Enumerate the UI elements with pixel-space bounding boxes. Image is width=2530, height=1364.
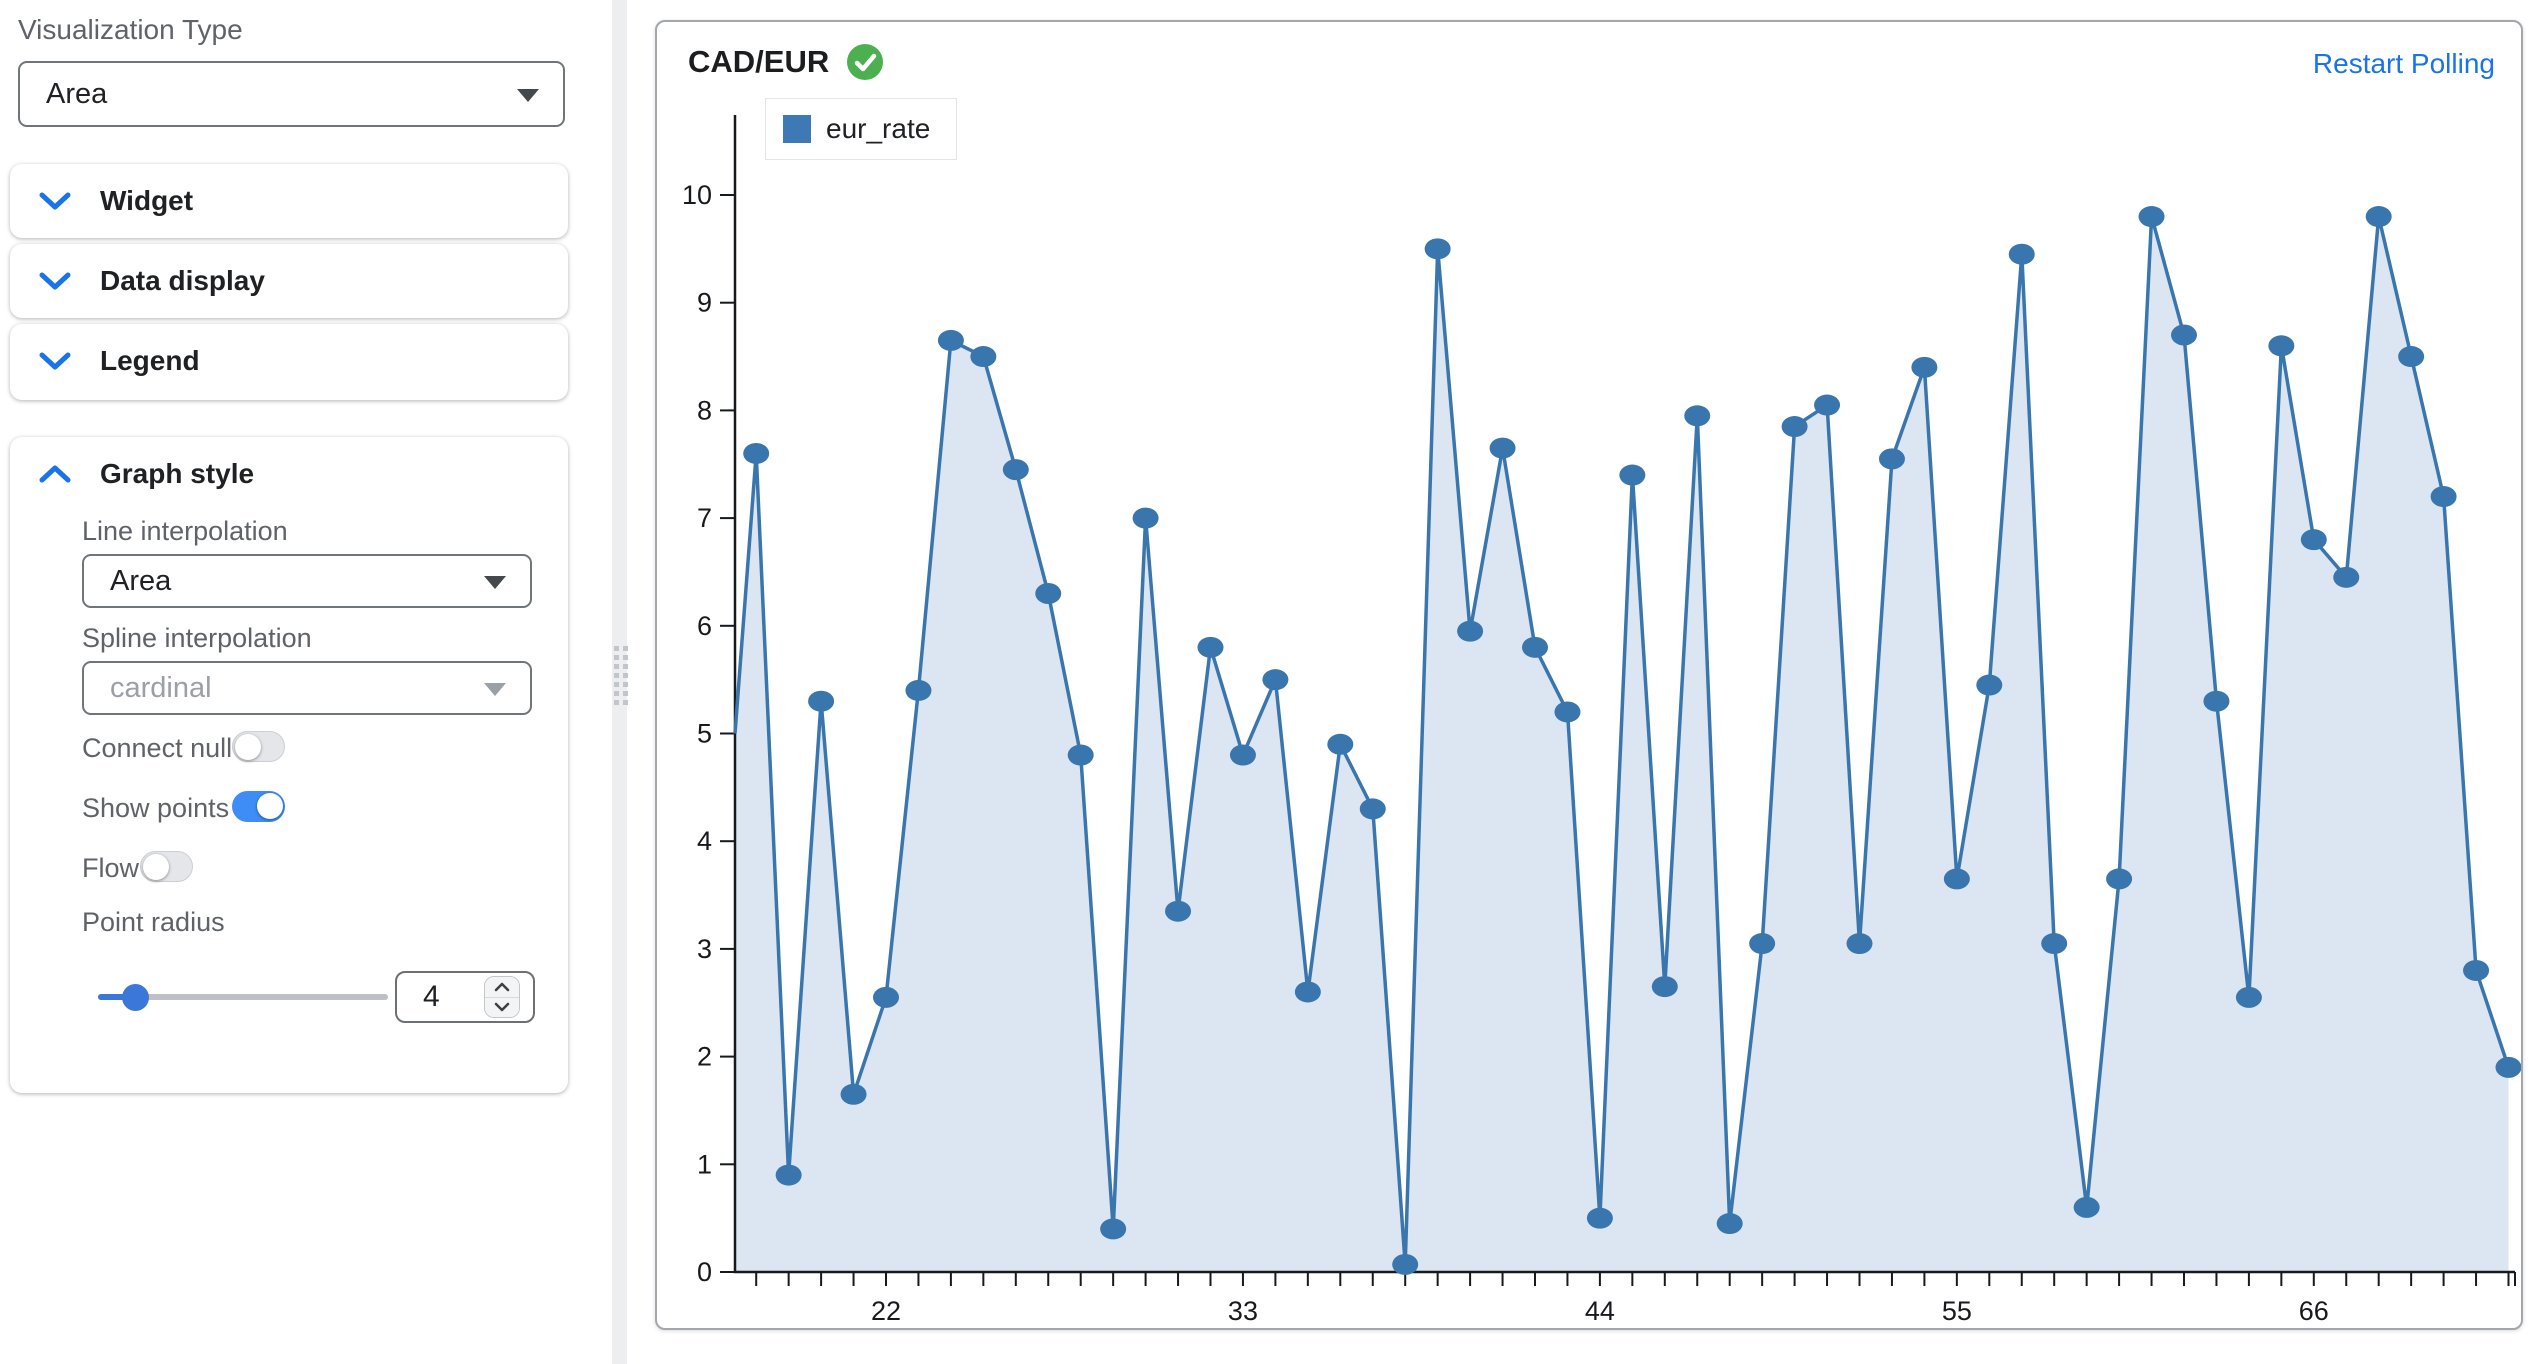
toggle-knob: [257, 793, 283, 819]
svg-text:0: 0: [697, 1257, 712, 1287]
config-sidebar: Visualization Type Area Widget Data disp…: [0, 0, 612, 1364]
section-header-data-display[interactable]: Data display: [10, 244, 568, 318]
chevron-up-icon: [38, 463, 72, 485]
chart-card: CAD/EUR Restart Polling eur_rate 22 33 44 5…: [655, 20, 2523, 1330]
svg-text:3: 3: [697, 934, 712, 964]
connect-null-label: Connect null: [82, 733, 233, 763]
section-label: Graph style: [100, 458, 255, 489]
show-points-label: Show points: [82, 793, 230, 823]
svg-text:2: 2: [697, 1042, 712, 1072]
svg-text:44: 44: [1585, 1296, 1615, 1326]
chevron-up-icon: [494, 982, 510, 991]
spline-interpolation-select[interactable]: cardinal: [82, 661, 532, 715]
toggle-knob: [143, 853, 169, 880]
chart-legend: eur_rate: [765, 98, 958, 160]
svg-text:8: 8: [697, 395, 712, 425]
flow-toggle[interactable]: [140, 851, 193, 882]
section-label: Data display: [100, 265, 265, 296]
svg-text:66: 66: [2299, 1296, 2329, 1326]
point-radius-slider-track[interactable]: [98, 994, 388, 1000]
chevron-down-icon: [38, 350, 72, 372]
show-points-toggle[interactable]: [232, 791, 285, 822]
section-card-legend: Legend: [10, 324, 568, 400]
chart-title: CAD/EUR: [688, 44, 830, 79]
section-header-legend[interactable]: Legend: [10, 324, 568, 398]
chevron-down-icon: [494, 1003, 510, 1012]
area-chart[interactable]: 22 33 44 55 66 0 1 2 3 4 5 6 7 8 9 10: [657, 22, 2521, 1328]
point-radius-slider-fill: [98, 994, 135, 1000]
svg-text:7: 7: [697, 503, 712, 533]
svg-text:55: 55: [1942, 1296, 1972, 1326]
spline-interpolation-placeholder: cardinal: [110, 671, 212, 704]
drag-handle-icon: [614, 646, 628, 705]
section-label: Legend: [100, 345, 200, 376]
panel-resizer[interactable]: [612, 0, 628, 1364]
chevron-down-icon: [517, 89, 539, 102]
svg-text:22: 22: [871, 1296, 901, 1326]
visualization-type-value: Area: [46, 77, 108, 110]
svg-text:33: 33: [1228, 1296, 1258, 1326]
svg-text:1: 1: [697, 1149, 712, 1179]
legend-series-label: eur_rate: [826, 113, 931, 144]
restart-polling-link[interactable]: Restart Polling: [2312, 48, 2495, 79]
graph-style-section: Graph style Line interpolation Area Spli…: [10, 437, 568, 1093]
section-label: Widget: [100, 185, 194, 216]
check-circle-icon: [847, 44, 884, 80]
stepper-down-button[interactable]: [485, 997, 519, 1017]
line-interpolation-label: Line interpolation: [82, 516, 288, 546]
visualization-type-label: Visualization Type: [18, 14, 243, 45]
chevron-down-icon: [484, 683, 506, 696]
toggle-knob: [235, 733, 261, 760]
chart-header: CAD/EUR: [688, 44, 884, 80]
point-radius-stepper: [484, 976, 520, 1018]
section-card-widget: Widget: [10, 164, 568, 238]
line-interpolation-value: Area: [110, 564, 172, 597]
section-header-widget[interactable]: Widget: [10, 164, 568, 238]
stepper-up-button[interactable]: [485, 977, 519, 998]
spline-interpolation-label: Spline interpolation: [82, 623, 312, 653]
chevron-down-icon: [38, 270, 72, 292]
legend-swatch-icon: [783, 115, 811, 143]
svg-text:5: 5: [697, 719, 712, 749]
svg-text:6: 6: [697, 611, 712, 641]
visualization-type-select[interactable]: Area: [18, 61, 565, 127]
line-interpolation-select[interactable]: Area: [82, 554, 532, 608]
chevron-down-icon: [38, 190, 72, 212]
flow-label: Flow: [82, 853, 140, 883]
point-radius-label: Point radius: [82, 907, 225, 937]
connect-null-toggle[interactable]: [232, 731, 285, 762]
svg-text:4: 4: [697, 826, 712, 856]
svg-text:9: 9: [697, 288, 712, 318]
svg-text:10: 10: [682, 180, 712, 210]
point-radius-slider-thumb[interactable]: [122, 984, 149, 1011]
section-card-data-display: Data display: [10, 244, 568, 318]
section-header-graph-style[interactable]: Graph style: [10, 437, 568, 511]
chevron-down-icon: [484, 576, 506, 589]
